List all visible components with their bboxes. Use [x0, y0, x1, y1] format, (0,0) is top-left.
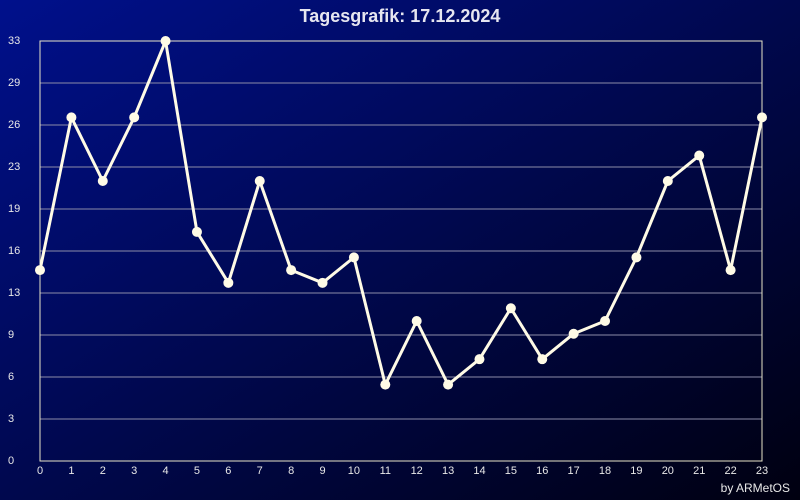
data-point: [97, 176, 108, 186]
data-point: [537, 354, 548, 365]
x-tick-label: 7: [257, 465, 263, 477]
y-tick-label: 0: [8, 455, 14, 467]
y-tick-label: 6: [8, 371, 14, 383]
data-point: [160, 36, 171, 46]
data-point: [568, 328, 579, 339]
x-tick-label: 14: [473, 465, 485, 477]
data-point: [631, 252, 642, 263]
data-point: [662, 176, 673, 186]
x-tick-label: 20: [662, 465, 674, 477]
data-point: [505, 303, 516, 314]
footer: by ARMetOS: [721, 481, 790, 495]
x-tick-label: 5: [194, 465, 200, 477]
series-line: [38, 39, 764, 387]
x-tick-label: 3: [131, 465, 137, 477]
x-tick-label: 9: [319, 465, 325, 477]
x-tick-label: 10: [348, 465, 360, 477]
y-tick-label: 13: [8, 287, 20, 299]
x-tick-label: 17: [568, 465, 580, 477]
data-point: [600, 316, 611, 326]
x-tick-label: 23: [756, 465, 768, 477]
data-point: [317, 277, 328, 288]
data-point: [443, 379, 454, 390]
x-tick-label: 4: [163, 465, 169, 477]
x-tick-label: 12: [411, 465, 423, 477]
plot-border: [39, 40, 763, 462]
data-point: [474, 354, 485, 365]
data-point: [694, 150, 705, 161]
y-tick-label: 16: [8, 245, 20, 257]
data-point: [66, 112, 77, 123]
x-tick-label: 19: [630, 465, 642, 477]
data-point: [129, 112, 140, 123]
y-tick-label: 23: [8, 161, 20, 173]
x-tick-label: 13: [442, 465, 454, 477]
data-point: [35, 265, 45, 276]
data-point: [223, 277, 234, 288]
data-point: [348, 252, 359, 263]
x-tick-label: 16: [536, 465, 548, 477]
data-point: [191, 226, 202, 237]
y-tick-label: 29: [8, 77, 20, 89]
x-tick-label: 11: [380, 465, 391, 477]
x-tick-label: 0: [37, 465, 43, 477]
x-tick-label: 1: [68, 465, 74, 477]
x-tick-label: 22: [724, 465, 736, 477]
y-tick-label: 26: [8, 119, 20, 131]
data-point: [757, 112, 767, 123]
data-point: [254, 176, 265, 186]
x-tick-label: 21: [693, 465, 705, 477]
chart-title: Tagesgrafik: 17.12.2024: [300, 6, 501, 26]
x-tick-label: 18: [599, 465, 611, 477]
data-point: [286, 265, 297, 276]
y-tick-label: 33: [8, 35, 20, 47]
y-tick-label: 9: [8, 329, 14, 341]
x-tick-label: 2: [100, 465, 106, 477]
y-tick-label: 3: [8, 413, 14, 425]
data-point: [411, 316, 422, 326]
data-point: [725, 265, 736, 276]
y-tick-label: 19: [8, 203, 20, 215]
x-tick-label: 15: [505, 465, 517, 477]
x-tick-label: 8: [288, 465, 294, 477]
x-tick-label: 6: [225, 465, 231, 477]
data-point: [380, 379, 391, 390]
